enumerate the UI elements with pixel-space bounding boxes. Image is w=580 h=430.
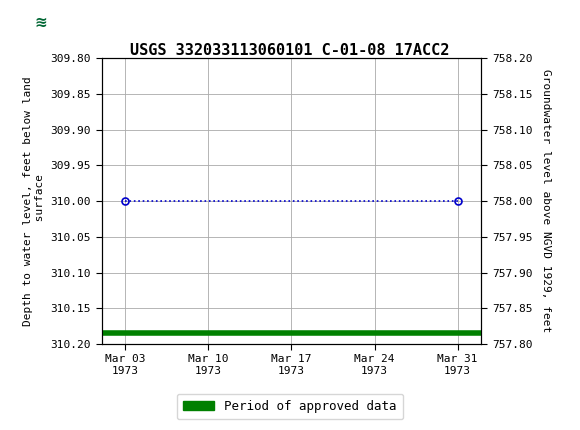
Legend: Period of approved data: Period of approved data [177, 394, 403, 419]
Text: USGS: USGS [75, 14, 130, 31]
Text: USGS 332033113060101 C-01-08 17ACC2: USGS 332033113060101 C-01-08 17ACC2 [130, 43, 450, 58]
FancyBboxPatch shape [14, 7, 67, 38]
Y-axis label: Groundwater level above NGVD 1929, feet: Groundwater level above NGVD 1929, feet [541, 69, 550, 333]
Y-axis label: Depth to water level, feet below land
 surface: Depth to water level, feet below land su… [23, 76, 45, 326]
Text: ≋: ≋ [34, 15, 47, 30]
